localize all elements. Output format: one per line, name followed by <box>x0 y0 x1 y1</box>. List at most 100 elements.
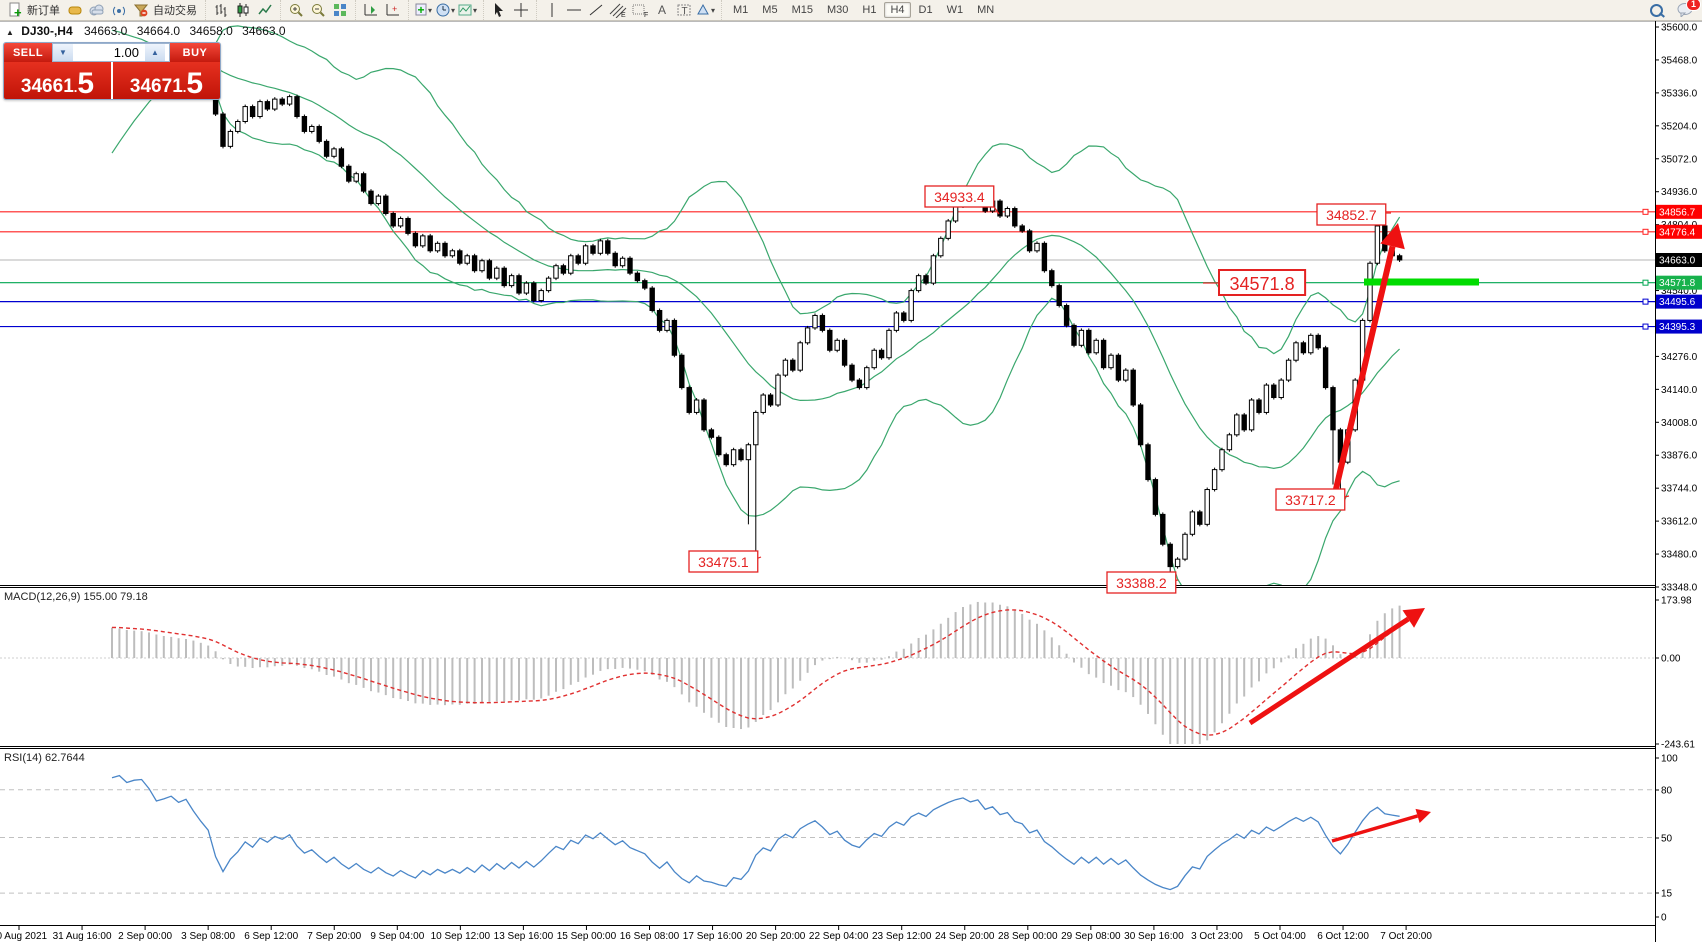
collapse-triangle-icon[interactable]: ▲ <box>6 28 14 37</box>
zoom-out-icon[interactable] <box>308 2 328 18</box>
svg-text:33475.1: 33475.1 <box>698 554 749 570</box>
svg-text:33480.0: 33480.0 <box>1661 550 1698 561</box>
buy-button[interactable]: BUY <box>170 43 220 62</box>
svg-text:34571.8: 34571.8 <box>1659 278 1696 289</box>
candlestick-series <box>109 46 1403 578</box>
svg-text:3 Oct 23:00: 3 Oct 23:00 <box>1191 931 1243 942</box>
text-icon[interactable]: A <box>652 2 672 18</box>
horizontal-level-lines <box>0 208 1655 330</box>
volume-increase-button[interactable]: ▲ <box>145 44 165 61</box>
fibo-grid-icon[interactable]: F <box>630 2 650 18</box>
svg-text:34008.0: 34008.0 <box>1661 418 1698 429</box>
toolbar-right: 1 <box>1645 0 1702 18</box>
svg-text:34495.6: 34495.6 <box>1659 297 1696 308</box>
timeframe-mn[interactable]: MN <box>977 4 995 16</box>
svg-text:7 Oct 20:00: 7 Oct 20:00 <box>1380 931 1432 942</box>
timeframe-m15[interactable]: M15 <box>791 4 813 16</box>
svg-text:50: 50 <box>1661 834 1673 845</box>
cursor-icon[interactable] <box>489 2 509 18</box>
svg-text:6 Oct 12:00: 6 Oct 12:00 <box>1317 931 1369 942</box>
svg-text:34540.0: 34540.0 <box>1661 286 1698 297</box>
volume-stepper: ▼ ▲ <box>52 43 170 62</box>
sell-button[interactable]: SELL <box>4 43 52 62</box>
trend-arrows <box>1248 223 1431 843</box>
fibonacci-icon[interactable]: E <box>608 2 628 18</box>
toolbar-group-zoom <box>280 0 355 20</box>
text-label-icon[interactable]: T <box>674 2 694 18</box>
macd-title: MACD(12,26,9) 155.00 79.18 <box>4 591 148 603</box>
svg-text:33717.2: 33717.2 <box>1285 492 1336 508</box>
quote-open: 34663.0 <box>83 24 128 38</box>
autotrade-icon[interactable] <box>131 2 151 18</box>
autotrade-button[interactable]: 自动交易 <box>153 5 197 17</box>
bar-chart-icon[interactable] <box>211 2 231 18</box>
depth-of-market-icon[interactable] <box>65 2 85 18</box>
strategy-tester-icon[interactable] <box>361 2 381 18</box>
svg-text:-243.61: -243.61 <box>1661 740 1695 751</box>
timeframe-m1[interactable]: M1 <box>733 4 749 16</box>
signal-icon[interactable] <box>109 2 129 18</box>
macd-indicator <box>0 601 1655 744</box>
timeframe-d1[interactable]: D1 <box>918 4 933 16</box>
svg-text:34663.0: 34663.0 <box>1659 256 1696 267</box>
svg-text:15 Sep 00:00: 15 Sep 00:00 <box>557 931 617 942</box>
rsi-indicator <box>0 774 1655 894</box>
svg-text:6 Sep 12:00: 6 Sep 12:00 <box>244 931 298 942</box>
volume-decrease-button[interactable]: ▼ <box>53 44 73 61</box>
optimization-icon[interactable]: + <box>383 2 403 18</box>
svg-text:F: F <box>644 12 648 18</box>
period-clock-icon[interactable]: ▾ <box>436 2 456 18</box>
horizontal-line-icon[interactable] <box>564 2 584 18</box>
toolbar-group-objects: E F A T ▾ <box>536 0 721 20</box>
svg-text:34395.3: 34395.3 <box>1659 322 1696 333</box>
svg-text:35600.0: 35600.0 <box>1661 23 1698 34</box>
timeframe-w1[interactable]: W1 <box>946 4 964 16</box>
svg-text:17 Sep 16:00: 17 Sep 16:00 <box>683 931 743 942</box>
sell-price[interactable]: 34661. 5 <box>4 62 111 99</box>
svg-text:0.00: 0.00 <box>1661 654 1681 665</box>
trendline-icon[interactable] <box>586 2 606 18</box>
quote-low: 34658.0 <box>189 24 233 38</box>
quote-close: 34663.0 <box>242 24 286 38</box>
candlestick-icon[interactable] <box>233 2 253 18</box>
template-icon[interactable]: ▾ <box>458 2 478 18</box>
zoom-in-icon[interactable] <box>286 2 306 18</box>
sell-price-dec: 5 <box>77 67 95 100</box>
timeframe-m5[interactable]: M5 <box>762 4 778 16</box>
crosshair-icon[interactable] <box>511 2 531 18</box>
timeframe-m30[interactable]: M30 <box>826 4 849 16</box>
svg-text:33388.2: 33388.2 <box>1116 575 1167 591</box>
svg-text:30 Aug 2021: 30 Aug 2021 <box>0 931 48 942</box>
svg-text:30 Sep 16:00: 30 Sep 16:00 <box>1124 931 1184 942</box>
tile-windows-icon[interactable] <box>330 2 350 18</box>
buy-price[interactable]: 34671. 5 <box>113 62 220 99</box>
svg-text:173.98: 173.98 <box>1661 596 1692 607</box>
notification-badge: 1 <box>1685 0 1701 11</box>
add-indicator-icon[interactable]: + ▾ <box>414 2 434 18</box>
svg-text:31 Aug 16:00: 31 Aug 16:00 <box>53 931 112 942</box>
volume-input[interactable] <box>73 44 145 61</box>
new-order-icon[interactable]: + <box>5 2 25 18</box>
shapes-icon[interactable]: ▾ <box>696 2 716 18</box>
new-order-button[interactable]: 新订单 <box>27 5 60 17</box>
svg-text:24 Sep 20:00: 24 Sep 20:00 <box>935 931 995 942</box>
svg-text:33744.0: 33744.0 <box>1661 484 1698 495</box>
svg-text:33348.0: 33348.0 <box>1661 583 1698 594</box>
line-chart-icon[interactable] <box>255 2 275 18</box>
notifications-icon[interactable]: 1 <box>1675 0 1701 18</box>
search-icon[interactable] <box>1646 2 1666 18</box>
toolbar-group-cursor <box>483 0 536 20</box>
toolbar-group-orders: + 新订单 自动交易 <box>0 0 205 20</box>
timeframe-h1[interactable]: H1 <box>862 4 877 16</box>
timeframe-h4[interactable]: H4 <box>884 2 911 18</box>
one-click-trading-panel: SELL ▼ ▲ BUY 34661.5 34671.5 <box>3 42 221 100</box>
svg-text:+: + <box>14 5 22 18</box>
time-axis: 30 Aug 2021 31 Aug 16:00 2 Sep 00:00 3 Sep … <box>0 925 1432 942</box>
svg-text:28 Sep 00:00: 28 Sep 00:00 <box>998 931 1058 942</box>
svg-text:+: + <box>418 3 425 17</box>
cloud-icon[interactable] <box>87 2 107 18</box>
svg-text:29 Sep 08:00: 29 Sep 08:00 <box>1061 931 1121 942</box>
vertical-line-icon[interactable] <box>542 2 562 18</box>
toolbar-group-insert: + ▾ ▾ ▾ <box>408 0 483 20</box>
